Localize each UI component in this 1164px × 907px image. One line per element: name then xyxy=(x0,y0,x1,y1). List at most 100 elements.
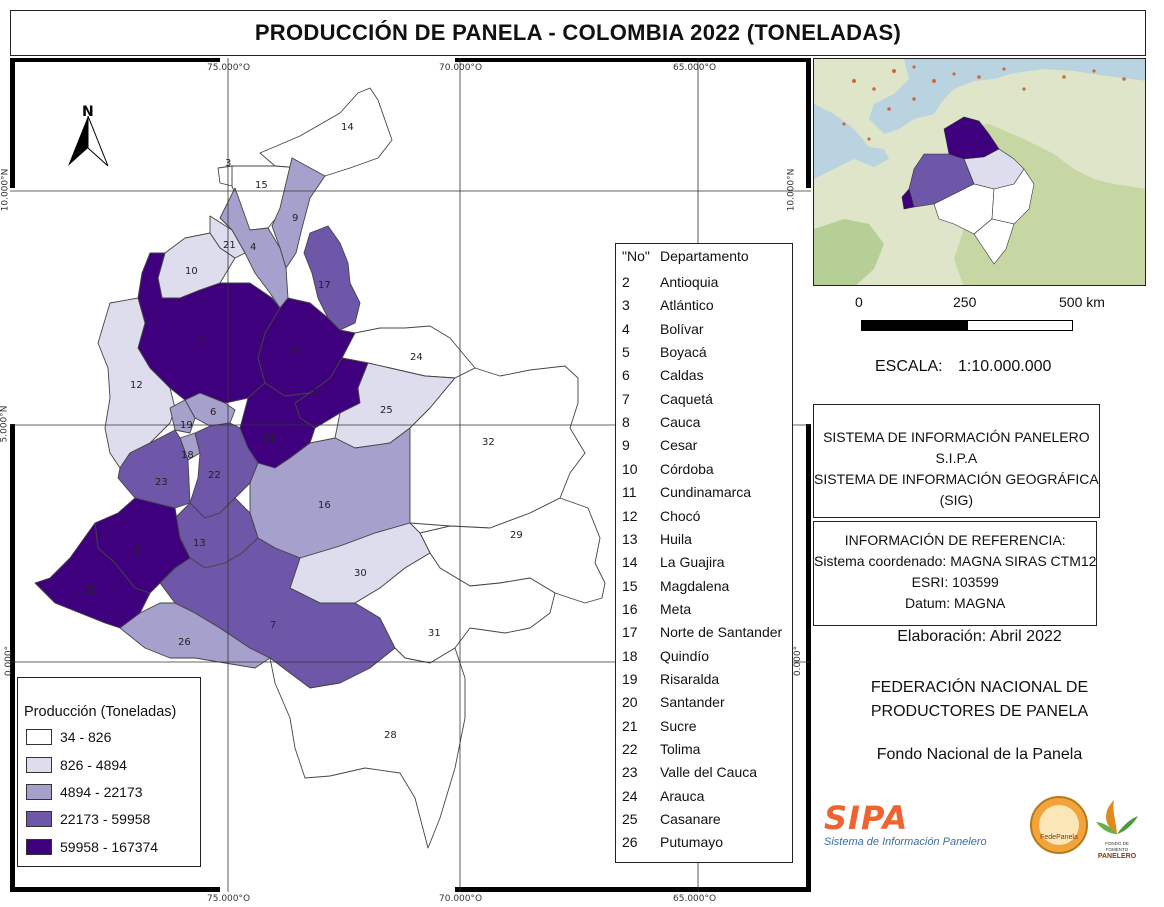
department-legend-row: 24 Arauca xyxy=(622,785,704,807)
leaf-icon xyxy=(1096,800,1138,834)
dept-33 xyxy=(34,522,151,629)
map-label-14: 14 xyxy=(341,122,354,133)
department-name: Casanare xyxy=(660,811,721,828)
department-legend-row: 23 Valle del Cauca xyxy=(622,761,757,783)
map-label-11: 11 xyxy=(263,433,276,444)
map-label-24: 24 xyxy=(410,352,423,363)
map-label-33: 33 xyxy=(84,585,97,596)
ref-line-4: Datum: MAGNA xyxy=(905,595,1006,611)
department-legend-row: 8 Cauca xyxy=(622,411,700,433)
coord-left-10: 10.000°N xyxy=(0,168,11,212)
department-legend-row: 26 Putumayo xyxy=(622,831,723,853)
map-label-2: 2 xyxy=(198,334,204,345)
department-number: 6 xyxy=(622,367,630,384)
department-number: 9 xyxy=(622,437,630,454)
map-label-26: 26 xyxy=(178,637,191,648)
legend-class-1-label: 34 - 826 xyxy=(60,729,112,745)
department-number: 5 xyxy=(622,344,630,361)
department-name: Quindío xyxy=(660,647,710,664)
department-name: Meta xyxy=(660,600,692,617)
map-label-22: 22 xyxy=(208,470,221,481)
map-label-20: 20 xyxy=(290,346,303,357)
coord-top-70: 70.000°O xyxy=(439,63,483,73)
department-name: Norte de Santander xyxy=(660,624,783,641)
production-legend: Producción (Toneladas) 34 - 826 826 - 48… xyxy=(17,677,201,867)
map-label-23: 23 xyxy=(155,477,168,488)
department-number: 10 xyxy=(622,460,638,477)
sipa-info-box: SISTEMA DE INFORMACIÓN PANELERO S.I.P.A … xyxy=(813,404,1100,518)
department-number: 20 xyxy=(622,694,638,711)
map-label-10: 10 xyxy=(185,266,198,277)
department-number: 8 xyxy=(622,414,630,431)
department-name: Boyacá xyxy=(660,344,707,361)
department-legend: "No" Departamento 2 Antioquia 3 Atlántico 4 Bo… xyxy=(615,243,793,863)
col-no-header: "No" xyxy=(622,248,650,264)
department-name: La Guajira xyxy=(660,554,725,571)
fund-name: Fondo Nacional de la Panela xyxy=(876,746,1083,763)
department-name: Cundinamarca xyxy=(660,484,752,501)
map-label-16: 16 xyxy=(318,500,331,511)
map-label-12: 12 xyxy=(130,380,143,391)
map-label-32: 32 xyxy=(482,437,495,448)
map-label-31: 31 xyxy=(428,628,441,639)
department-number: 23 xyxy=(622,764,638,781)
coord-left-5: 5.000°N xyxy=(0,405,10,443)
map-label-8: 8 xyxy=(134,545,140,556)
dept-3 xyxy=(217,165,233,187)
inset-map-graphic xyxy=(814,59,1145,285)
legend-class-5-label: 59958 - 167374 xyxy=(60,839,159,855)
department-legend-row: 3 Atlántico xyxy=(622,294,714,316)
fondo-logo-big: PANELERO xyxy=(1097,853,1137,860)
coord-bottom-75: 75.000°O xyxy=(207,894,251,904)
department-name: Huila xyxy=(660,530,692,547)
department-name: Arauca xyxy=(660,787,705,804)
department-legend-row: 5 Boyacá xyxy=(622,341,707,363)
dept-17 xyxy=(303,225,361,331)
north-arrow-icon: N xyxy=(68,104,109,167)
department-number: 25 xyxy=(622,811,638,828)
map-label-19: 19 xyxy=(180,420,193,431)
department-legend-row: 14 La Guajira xyxy=(622,551,725,573)
dept-6 xyxy=(184,392,236,427)
legend-class-4: 22173 - 59958 xyxy=(26,810,150,828)
department-number: 4 xyxy=(622,320,630,337)
department-name: Chocó xyxy=(660,507,701,524)
elaboration-date: Elaboración: Abril 2022 xyxy=(897,628,1062,645)
department-name: Caldas xyxy=(660,367,704,384)
inset-map xyxy=(813,58,1146,286)
department-name: Risaralda xyxy=(660,670,720,687)
legend-swatch-3 xyxy=(26,784,52,800)
map-label-28: 28 xyxy=(384,730,397,741)
department-number: 16 xyxy=(622,600,638,617)
department-legend-row: 21 Sucre xyxy=(622,715,697,737)
legend-class-3: 4894 - 22173 xyxy=(26,783,143,801)
coord-left-0: 0.000° xyxy=(4,645,15,677)
department-legend-row: 22 Tolima xyxy=(622,738,700,760)
department-name: Putumayo xyxy=(660,834,724,851)
scale-label-0: 0 xyxy=(855,294,863,310)
department-number: 2 xyxy=(622,274,630,290)
department-legend-row: 11 Cundinamarca xyxy=(622,481,751,503)
department-number: 7 xyxy=(622,390,630,407)
dept-9 xyxy=(271,157,326,269)
map-label-7: 7 xyxy=(270,620,276,631)
department-number: 12 xyxy=(622,507,638,524)
map-label-13: 13 xyxy=(193,538,206,549)
legend-swatch-4 xyxy=(26,811,52,827)
sipa-logo-word: SIPA xyxy=(824,799,909,837)
map-label-29: 29 xyxy=(510,530,523,541)
department-legend-row: 16 Meta xyxy=(622,598,691,620)
department-legend-row: 7 Caquetá xyxy=(622,388,713,410)
map-label-5: 5 xyxy=(312,388,318,399)
ref-line-3: ESRI: 103599 xyxy=(911,574,999,590)
legend-class-4-label: 22173 - 59958 xyxy=(60,811,151,827)
department-number: 3 xyxy=(622,297,630,314)
department-legend-row: 13 Huila xyxy=(622,528,692,550)
ref-line-2: Sistema coordenado: MAGNA SIRAS CTM12 xyxy=(814,553,1097,569)
map-label-6: 6 xyxy=(210,407,216,418)
department-legend-row: 18 Quindío xyxy=(622,645,709,667)
department-legend-row: 15 Magdalena xyxy=(622,575,729,597)
fedepanela-logo: FedePanela xyxy=(1030,796,1088,854)
map-label-25: 25 xyxy=(380,405,393,416)
department-legend-row: 2 Antioquia xyxy=(622,271,718,293)
